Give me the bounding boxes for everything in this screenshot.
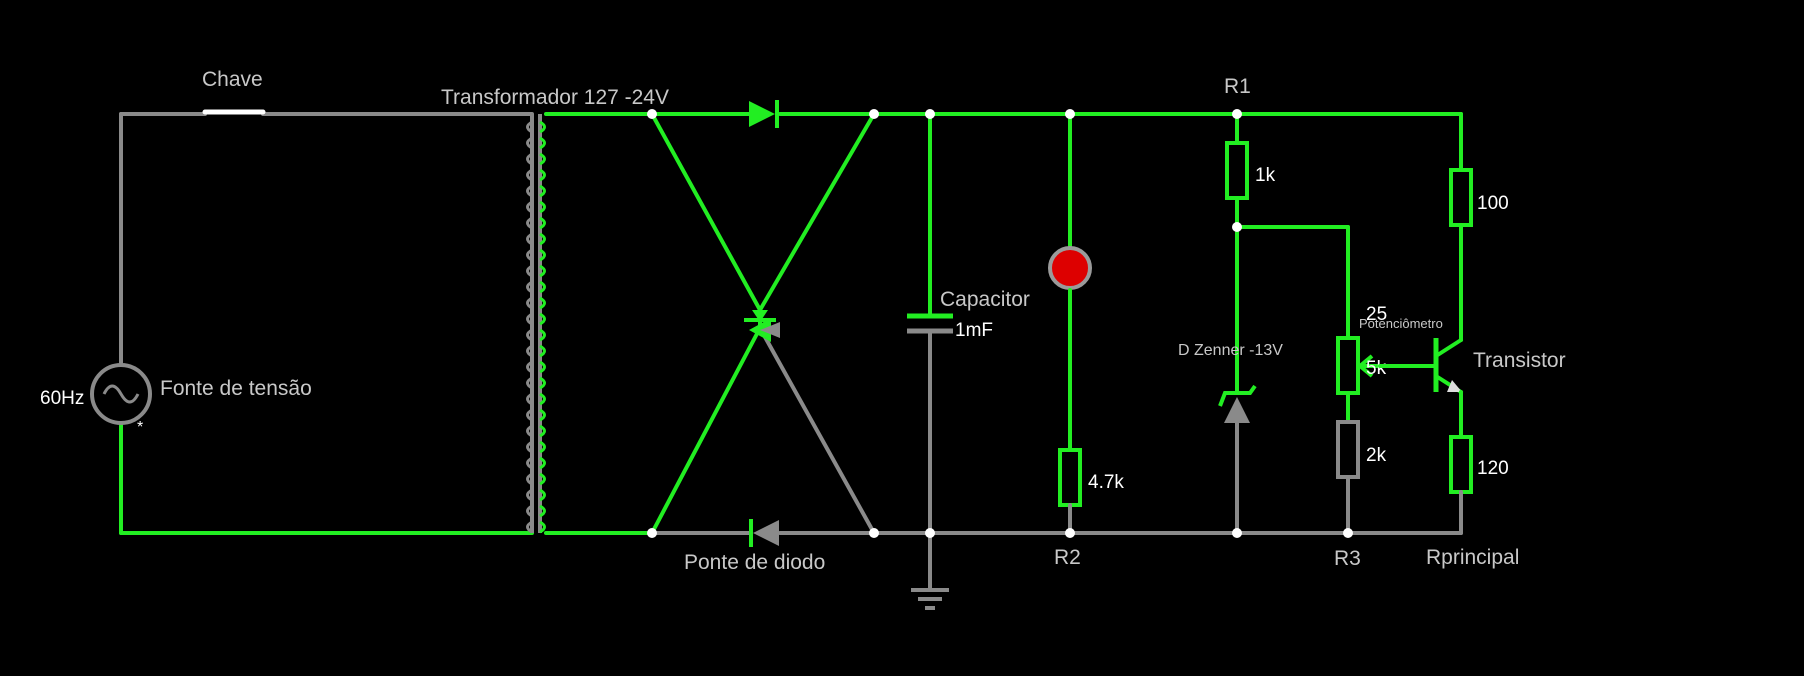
secondary-coil-turn: [539, 344, 546, 358]
potentiometer-label: Potenciômetro: [1359, 316, 1443, 331]
rprincipal-label: Rprincipal: [1426, 546, 1519, 569]
diode-bottom[interactable]: [749, 519, 779, 547]
secondary-coil-turn: [539, 264, 546, 278]
secondary-coil-turn: [539, 248, 546, 262]
primary-coil-turn: [526, 440, 533, 454]
primary-coil-turn: [526, 456, 533, 470]
transistor-label: Transistor: [1473, 349, 1566, 372]
led[interactable]: [1048, 112, 1092, 452]
capacitor[interactable]: [907, 112, 953, 592]
transistor[interactable]: [1378, 338, 1463, 394]
primary-coil-turn: [526, 376, 533, 390]
primary-coil-turn: [526, 216, 533, 230]
primary-coil-turn: [526, 344, 533, 358]
frequency-label: 60Hz: [40, 388, 84, 409]
primary-coil-turn: [526, 120, 533, 134]
primary-coil-turn: [526, 408, 533, 422]
resistor-collector[interactable]: [1449, 112, 1473, 342]
primary-coil-turn: [526, 200, 533, 214]
primary-coil-turn: [526, 312, 533, 326]
secondary-coil-turn: [539, 440, 546, 454]
capacitor-value: 1mF: [955, 320, 993, 341]
diode-top[interactable]: [749, 100, 779, 128]
emitter-resistor-value: 120: [1477, 458, 1509, 479]
secondary-coil-turn: [539, 232, 546, 246]
primary-coil-turn: [526, 392, 533, 406]
primary-coil-turn: [526, 424, 533, 438]
r2-value: 4.7k: [1088, 472, 1124, 493]
resistor-r3[interactable]: [1336, 420, 1360, 535]
primary-coil-turn: [526, 136, 533, 150]
resistor-rprincipal[interactable]: [1449, 390, 1473, 535]
secondary-coil-turn: [539, 504, 546, 518]
primary-coil-turn: [526, 360, 533, 374]
primary-coil-turn: [526, 152, 533, 166]
secondary-coil-turn: [539, 392, 546, 406]
zener-diode[interactable]: [1218, 384, 1257, 535]
secondary-coil-turn: [539, 296, 546, 310]
r2-label: R2: [1054, 546, 1081, 569]
junction-nodes: [647, 109, 1353, 538]
secondary-coil-turn: [539, 184, 546, 198]
primary-coil-turn: [526, 264, 533, 278]
primary-coil-turn: [526, 248, 533, 262]
bridge-label: Ponte de diodo: [684, 551, 825, 574]
capacitor-label: Capacitor: [940, 288, 1030, 311]
primary-coil-turn: [526, 232, 533, 246]
secondary-coil-turn: [539, 152, 546, 166]
secondary-coil-turn: [539, 328, 546, 342]
potentiometer-value: 5k: [1366, 358, 1387, 379]
potentiometer[interactable]: [1336, 336, 1382, 424]
secondary-coil-turn: [539, 312, 546, 326]
secondary-coil-turn: [539, 120, 546, 134]
primary-coil-turn: [526, 280, 533, 294]
secondary-coil-turn: [539, 360, 546, 374]
secondary-coil-turn: [539, 136, 546, 150]
resistor-r2[interactable]: [1058, 448, 1082, 535]
switch-label: Chave: [202, 68, 263, 91]
secondary-coil-turn: [539, 424, 546, 438]
ground-icon: [911, 588, 949, 610]
primary-coil-turn: [526, 520, 533, 534]
secondary-coil-turn: [539, 472, 546, 486]
primary-coil-turn: [526, 168, 533, 182]
collector-resistor-value: 100: [1477, 193, 1509, 214]
r3-value: 2k: [1366, 445, 1387, 466]
secondary-coil-turn: [539, 216, 546, 230]
diode-bridge[interactable]: [650, 112, 876, 535]
primary-coil-turn: [526, 472, 533, 486]
secondary-coil-turn: [539, 376, 546, 390]
divider-wires: [1235, 225, 1350, 340]
primary-coil-turn: [526, 296, 533, 310]
transformer-label: Transformador 127 -24V: [441, 86, 669, 109]
zener-label: D Zenner -13V: [1178, 342, 1283, 359]
secondary-coil-turn: [539, 280, 546, 294]
ac-source[interactable]: [90, 363, 152, 425]
secondary-coil-turn: [539, 520, 546, 534]
source-label: Fonte de tensão: [160, 377, 312, 400]
secondary-coil-turn: [539, 408, 546, 422]
r3-label: R3: [1334, 547, 1361, 570]
primary-coil-turn: [526, 488, 533, 502]
primary-coil-turn: [526, 184, 533, 198]
r1-label: R1: [1224, 75, 1251, 98]
primary-coil-turn: [526, 328, 533, 342]
source-marker: *: [137, 419, 143, 436]
secondary-coil-turn: [539, 456, 546, 470]
r1-value: 1k: [1255, 165, 1276, 186]
transformer[interactable]: [526, 114, 546, 534]
potentiometer-value-top: 25: [1366, 304, 1387, 325]
secondary-coil-turn: [539, 200, 546, 214]
secondary-coil-turn: [539, 168, 546, 182]
secondary-coil-turn: [539, 488, 546, 502]
primary-circuit: [119, 112, 534, 535]
primary-coil-turn: [526, 504, 533, 518]
